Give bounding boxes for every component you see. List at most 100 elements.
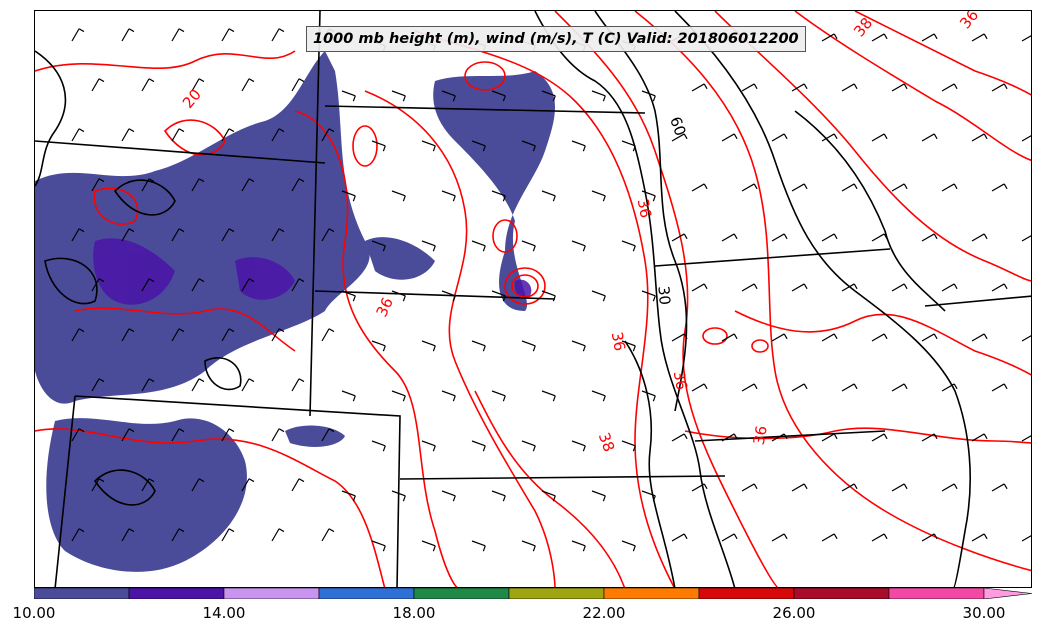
wind-barb xyxy=(671,233,688,242)
colorbar-cell xyxy=(413,588,510,599)
wind-barb xyxy=(371,240,386,252)
wind-barb xyxy=(591,390,606,402)
wind-barb xyxy=(521,240,536,252)
wind-barb xyxy=(571,140,586,152)
wind-barb xyxy=(1021,133,1031,142)
wind-barb xyxy=(821,333,838,342)
wind-barb xyxy=(271,228,285,242)
colorbar-cell xyxy=(888,588,985,599)
colorbar-tick-label: 18.00 xyxy=(392,604,436,622)
temp-contour xyxy=(35,50,296,72)
wind-barb xyxy=(941,183,958,192)
wind-barb xyxy=(541,190,556,202)
wind-barb xyxy=(171,228,185,242)
precip-region-patch-2 xyxy=(365,237,435,280)
wind-barb xyxy=(841,83,858,92)
wind-barb xyxy=(721,533,738,542)
contour-label: 38 xyxy=(850,14,876,40)
wind-barb xyxy=(941,483,958,492)
wind-barb xyxy=(871,533,888,542)
temp-closed-contour xyxy=(504,267,546,305)
wind-barb xyxy=(491,190,506,202)
wind-barb xyxy=(871,333,888,342)
wind-barb xyxy=(891,483,908,492)
wind-barb xyxy=(71,128,85,142)
wind-barb xyxy=(621,440,636,452)
wind-barb xyxy=(221,428,235,442)
wind-barb xyxy=(991,483,1008,492)
wind-barb xyxy=(391,90,406,102)
wind-barb xyxy=(921,433,938,442)
wind-barb xyxy=(771,433,788,442)
border-line xyxy=(35,140,326,164)
wind-barb xyxy=(821,233,838,242)
wind-barb xyxy=(421,340,436,352)
temp-contour xyxy=(714,11,1031,282)
wind-barb xyxy=(141,478,155,492)
wind-barb xyxy=(391,190,406,202)
temp-contour xyxy=(35,428,386,587)
wind-barb xyxy=(871,133,888,142)
wind-barb xyxy=(491,390,506,402)
wind-barb xyxy=(791,483,808,492)
wind-barb xyxy=(221,28,235,42)
wind-barb xyxy=(891,283,908,292)
contour-label: 30 xyxy=(654,285,674,306)
wind-barb xyxy=(171,128,185,142)
wind-barb xyxy=(821,433,838,442)
temp-closed-contour xyxy=(751,339,769,353)
wind-barb xyxy=(271,428,285,442)
wind-barb xyxy=(391,290,406,302)
wind-barb xyxy=(141,278,155,292)
wind-barb xyxy=(621,140,636,152)
wind-barb xyxy=(341,390,356,402)
wind-barb xyxy=(1021,33,1031,42)
wind-barb xyxy=(571,540,586,552)
wind-barb xyxy=(521,440,536,452)
wind-barb xyxy=(441,490,456,502)
wind-barb xyxy=(741,183,758,192)
wind-barb xyxy=(171,28,185,42)
wind-barb xyxy=(641,290,656,302)
wind-barb xyxy=(771,533,788,542)
wind-barb xyxy=(991,383,1008,392)
wind-barb xyxy=(171,428,185,442)
wind-barb xyxy=(1021,433,1031,442)
wind-barb xyxy=(521,340,536,352)
temp-closed-contour xyxy=(352,125,378,167)
wind-barb xyxy=(721,333,738,342)
map-canvas: 20 60 36 30 36 36 36 38 36 38 36 xyxy=(35,11,1031,587)
colorbar-cell xyxy=(508,588,605,599)
wind-barb xyxy=(421,240,436,252)
wind-barb xyxy=(191,278,205,292)
wind-barb xyxy=(691,383,708,392)
precip-region-west xyxy=(35,51,370,404)
wind-barb xyxy=(271,28,285,42)
wind-barb xyxy=(241,278,255,292)
height-contour xyxy=(624,340,676,587)
temp-closed-contour xyxy=(511,274,539,298)
wind-barb xyxy=(471,540,486,552)
wind-barb xyxy=(941,83,958,92)
wind-barb xyxy=(841,183,858,192)
wind-barb xyxy=(721,433,738,442)
wind-barb xyxy=(271,528,285,542)
wind-barb xyxy=(321,328,335,342)
colorbar xyxy=(34,588,1032,599)
precip-core-mid xyxy=(235,257,295,300)
wind-barb xyxy=(571,240,586,252)
wind-barb xyxy=(71,328,85,342)
precip-region-north xyxy=(433,71,555,311)
wind-barb xyxy=(541,490,556,502)
wind-barb xyxy=(271,328,285,342)
border-line xyxy=(654,248,891,267)
wind-barb xyxy=(321,228,335,242)
map-title: 1000 mb height (m), wind (m/s), T (C) Va… xyxy=(306,26,806,52)
colorbar-tick-label: 14.00 xyxy=(202,604,246,622)
wind-barb xyxy=(471,140,486,152)
wind-barb xyxy=(491,290,506,302)
wind-barb xyxy=(541,390,556,402)
wind-barb xyxy=(641,390,656,402)
wind-barb xyxy=(791,383,808,392)
colorbar-cell xyxy=(603,588,700,599)
